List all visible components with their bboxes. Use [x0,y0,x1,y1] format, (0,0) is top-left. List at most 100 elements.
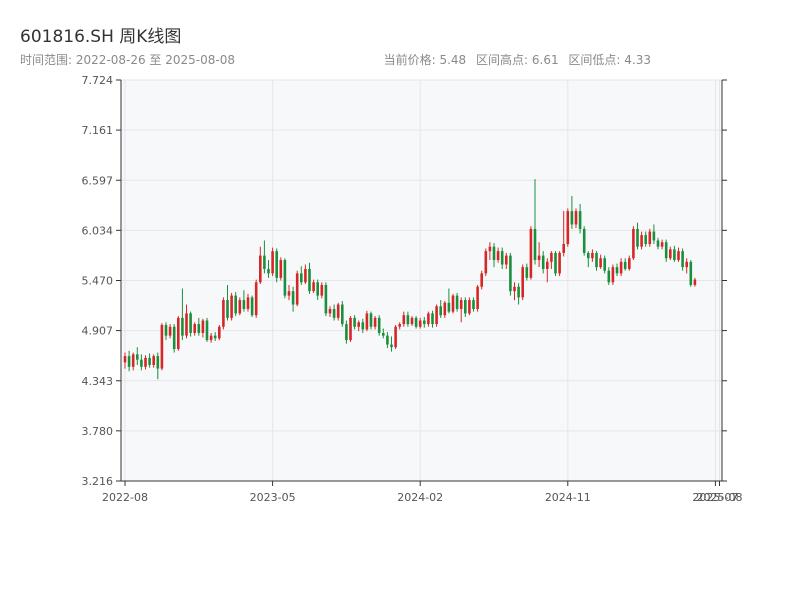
candle-body [312,282,315,292]
candle-down [406,311,410,327]
candle-body [587,252,590,259]
candle-body [172,326,176,349]
candle-up [427,311,430,327]
candle-down [181,288,184,341]
candle-down [197,317,201,336]
candle-down [423,316,426,328]
candle-body [566,211,570,245]
candle-down [390,336,393,352]
candle-body [431,313,434,325]
candle-body [279,260,283,278]
candle-body [533,228,537,261]
candle-body [148,357,151,366]
candle-up [365,310,369,332]
candle-up [349,316,352,342]
candle-body [517,286,520,298]
candle-body [295,273,299,305]
candle-body [336,304,340,318]
candle-down [595,251,598,271]
candle-body [304,268,307,283]
candle-body [361,322,365,330]
candle-down [300,266,303,285]
candle-body [131,354,135,367]
candle-up [628,255,631,271]
candle-up [160,323,164,371]
candle-down [673,245,676,262]
candle-down [324,282,328,317]
candle-up [435,304,438,327]
candle-body [201,320,205,333]
candle-up [513,282,516,301]
candle-body [156,356,160,369]
candle-body [472,300,475,309]
candle-body [345,324,348,341]
candle-body [476,286,479,309]
candle-down [431,310,434,328]
candle-body [353,317,356,327]
candle-up [468,297,471,316]
candle-body [181,317,184,336]
candle-up [550,251,553,269]
candle-down [439,300,442,318]
candle-up [443,300,447,318]
x-tick-label: 2025-08 [697,491,743,504]
candle-down [492,243,496,268]
candle-down [517,283,520,305]
candle-body [603,258,606,271]
candle-body [394,326,397,348]
candle-down [140,354,143,371]
candle-body [509,255,512,292]
candle-down [525,263,529,281]
candle-body [406,315,410,325]
candle-body [377,317,381,333]
candle-body [320,284,324,296]
candle-up [505,252,508,269]
candle-body [369,313,373,327]
candle-up [537,242,541,268]
candle-body [230,295,233,318]
candle-body [673,249,676,261]
candle-up [599,254,602,269]
candle-down [656,237,660,250]
candle-down [603,255,606,274]
candle-body [136,354,139,360]
candle-up [185,304,188,339]
candle-up [619,258,623,277]
candle-down [582,226,586,256]
candle-body [554,252,557,274]
candle-down [541,251,545,274]
chart-title: 601816.SH 周K线图 [20,27,182,47]
candle-body [693,279,697,285]
candle-body [382,332,385,336]
candle-body [263,255,266,269]
candle-down [689,260,693,287]
candle-body [275,251,278,278]
candle-up [246,293,250,312]
x-tick-label: 2025-07 [692,491,738,504]
candle-body [632,228,635,259]
candle-body [550,252,553,262]
price-summary: 当前价格: 5.48 区间高点: 6.61 区间低点: 4.33 [384,51,651,68]
candle-up [480,270,483,290]
candle-up [410,316,414,326]
candle-body [546,261,549,269]
candle-body [644,235,647,245]
candle-down [263,240,266,274]
candle-body [386,335,389,345]
candle-body [660,242,664,247]
candle-down [500,247,504,269]
candle-up [131,352,135,371]
candle-up [373,316,377,330]
candle-up [218,324,221,341]
candle-body [341,304,344,325]
candle-body [500,251,504,265]
candle-body [402,315,406,325]
candle-body [685,261,688,268]
candle-body [291,291,295,305]
candle-up [591,249,594,262]
axes-layer: 3.216 3.780 4.343 4.907 5.470 6.034 6.597 7.161… [82,74,743,504]
y-tick-label: 3.216 [82,475,114,488]
candle-body [664,242,668,259]
candle-body [595,252,598,268]
candle-up [201,318,205,338]
